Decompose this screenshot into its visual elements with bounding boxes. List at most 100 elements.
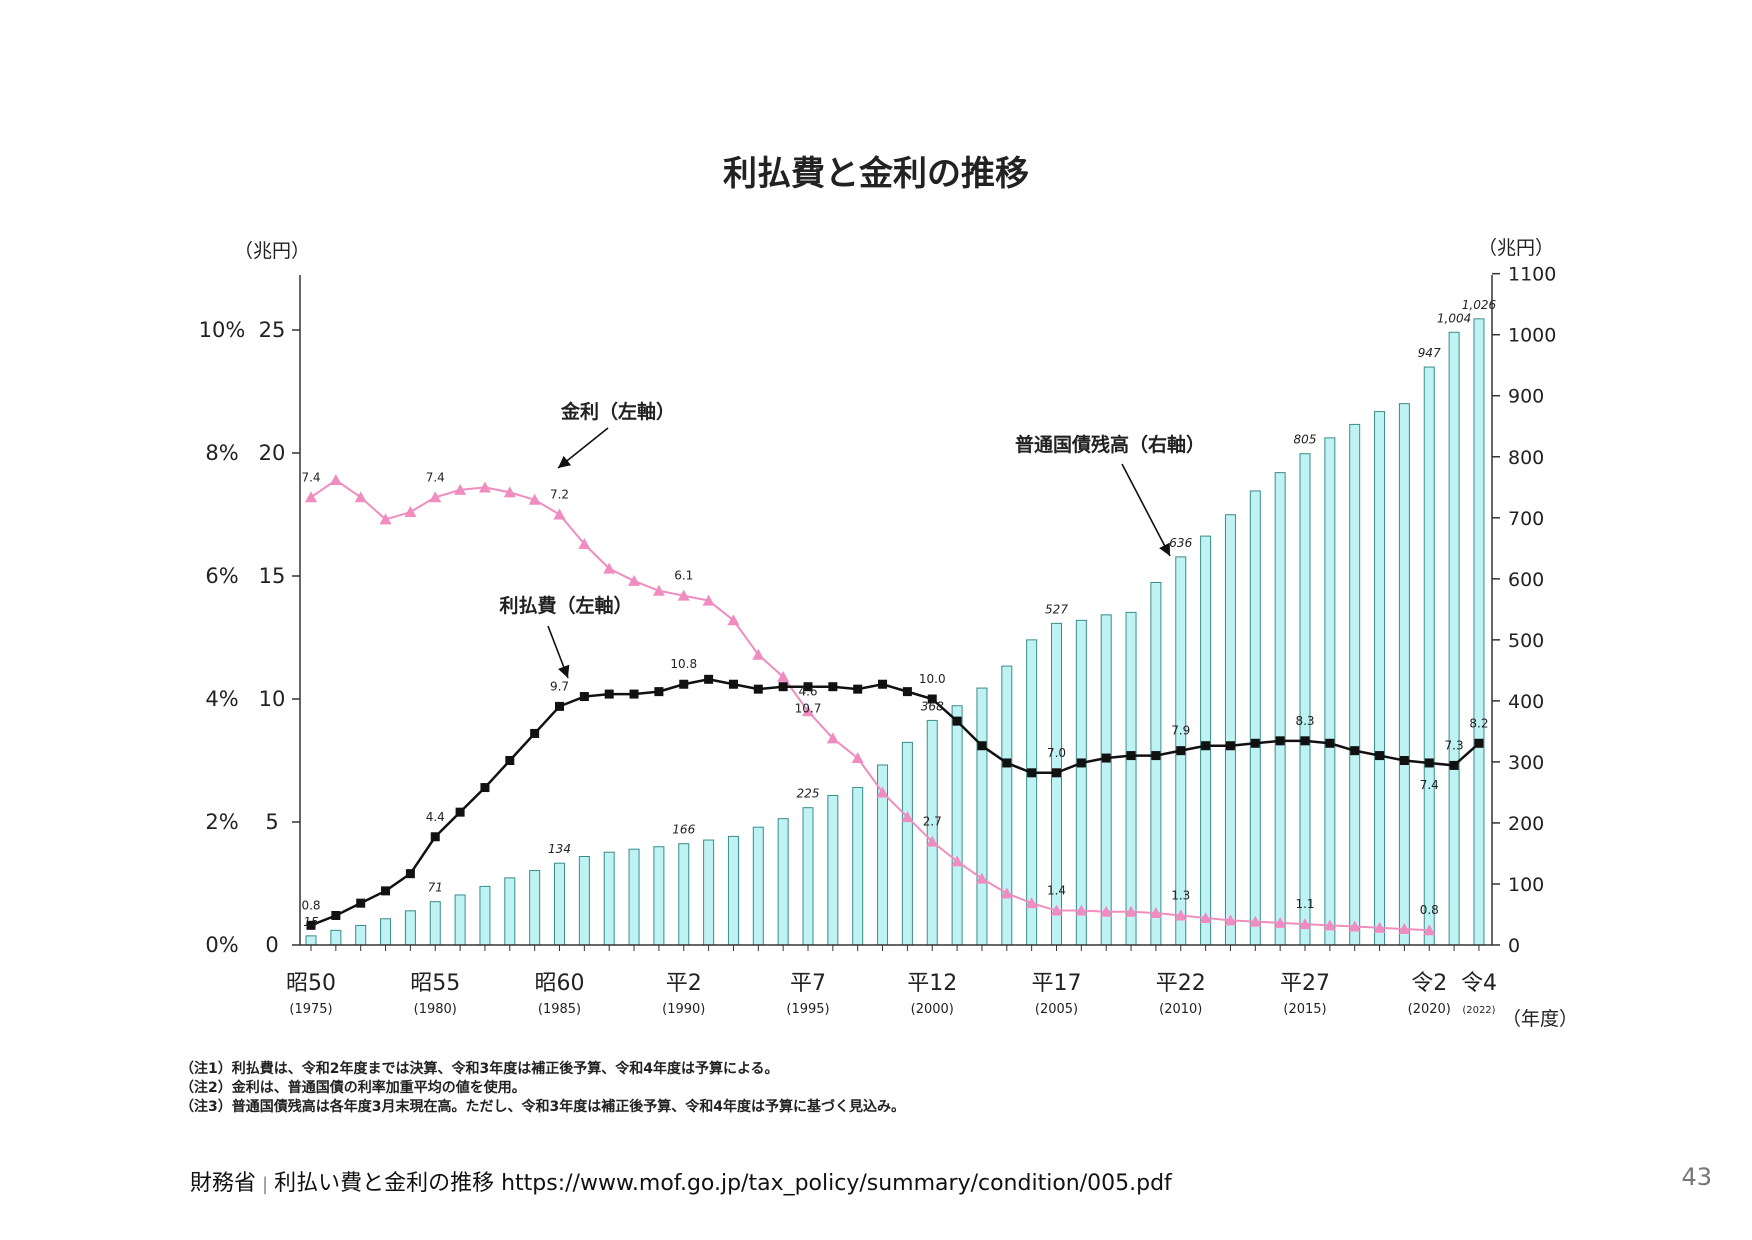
x-tick-label-year: (1995) <box>786 1002 829 1017</box>
cost-marker <box>1474 738 1484 748</box>
cost-marker <box>405 869 415 879</box>
debt-bar <box>1249 490 1261 946</box>
rate-data-label: 6.1 <box>674 569 693 583</box>
left-tick-pct-label: 0% <box>205 933 238 957</box>
cost-data-label: 10.0 <box>919 672 946 686</box>
debt-bar <box>1423 366 1435 946</box>
rate-marker <box>1199 911 1212 923</box>
left-tick-value-label: 20 <box>259 441 286 465</box>
rate-marker <box>305 491 317 503</box>
rate-marker <box>1050 904 1063 916</box>
x-tick-label-year: (2022) <box>1462 1005 1495 1016</box>
debt-bar <box>1001 665 1013 946</box>
x-tick-label-era: 平27 <box>1280 971 1330 996</box>
left-tick-pct-label: 2% <box>205 810 238 834</box>
cost-marker <box>704 674 714 684</box>
rate-marker <box>702 594 715 606</box>
cost-marker <box>1176 746 1186 756</box>
debt-bar <box>802 807 814 946</box>
debt-bar <box>305 935 317 946</box>
debt-bar <box>1349 423 1361 946</box>
x-tick-label-era: 令4 <box>1461 971 1497 996</box>
cost-marker <box>679 679 689 689</box>
rate-marker <box>1149 907 1162 919</box>
debt-bar <box>1473 318 1485 946</box>
annotation-rate: 金利（左軸） <box>560 400 675 423</box>
rate-marker <box>528 493 541 505</box>
debt-bar <box>1274 472 1286 946</box>
debt-bar <box>901 741 913 946</box>
x-tick-label-era: 令2 <box>1411 971 1447 996</box>
rate-marker <box>628 574 641 586</box>
rate-marker <box>478 481 491 493</box>
rate-marker <box>777 670 790 682</box>
debt-bar <box>852 787 864 946</box>
footer-separator: | <box>262 1174 269 1195</box>
rate-marker <box>802 705 814 717</box>
x-tick-label-era: 平17 <box>1032 971 1082 996</box>
rate-marker <box>354 491 367 503</box>
cost-data-label: 8.3 <box>1295 714 1314 728</box>
rate-marker <box>1348 920 1361 932</box>
footer-title: 利払い費と金利の推移 <box>274 1171 495 1196</box>
rate-marker <box>1249 915 1262 927</box>
cost-marker <box>555 701 564 711</box>
x-tick-label-year: (1975) <box>289 1002 332 1017</box>
cost-marker <box>604 689 614 699</box>
rate-marker <box>926 835 939 847</box>
note-2: （注2）金利は、普通国債の利率加重平均の値を使用。 <box>180 1080 526 1096</box>
rate-marker <box>1274 916 1287 928</box>
page-number: 43 <box>1681 1163 1712 1191</box>
rate-marker <box>727 614 740 626</box>
bar-data-label: 636 <box>1169 536 1192 550</box>
debt-bar <box>355 924 367 946</box>
right-tick-label: 200 <box>1508 813 1544 835</box>
bar-data-label: 225 <box>797 787 820 801</box>
x-tick-label-year: (2005) <box>1035 1002 1078 1017</box>
debt-bar <box>1125 611 1137 946</box>
cost-marker <box>902 687 912 697</box>
x-tick-label-year: (1985) <box>538 1002 581 1017</box>
rate-marker <box>1000 887 1013 899</box>
right-tick-label: 900 <box>1508 386 1544 408</box>
x-tick-label-year: (2015) <box>1283 1002 1326 1017</box>
cost-marker <box>753 684 763 694</box>
footer-url[interactable]: https://www.mof.go.jp/tax_policy/summary… <box>501 1171 1172 1196</box>
debt-bar <box>1224 514 1236 946</box>
cost-marker <box>331 910 341 920</box>
cost-marker <box>1101 753 1111 763</box>
x-tick-label-year: (2020) <box>1408 1002 1451 1017</box>
debt-bar <box>1100 614 1112 946</box>
debt-bar <box>703 839 715 946</box>
x-tick-label-era: 平12 <box>907 971 957 996</box>
cost-data-label: 10.7 <box>795 702 822 716</box>
rate-line <box>310 478 1430 932</box>
cost-marker <box>1449 760 1459 770</box>
debt-bar <box>1075 619 1087 946</box>
x-axis-unit: （年度） <box>1502 1008 1578 1030</box>
cost-marker <box>1052 768 1061 778</box>
cost-marker <box>480 783 490 793</box>
rate-marker <box>329 474 342 486</box>
annotation-cost: 利払費（左軸） <box>499 594 632 617</box>
cost-marker <box>1275 736 1285 746</box>
left-tick-pct-label: 6% <box>205 564 238 588</box>
cost-marker <box>430 832 440 842</box>
rate-marker <box>826 732 839 744</box>
cost-marker <box>381 886 391 896</box>
cost-marker <box>654 687 664 697</box>
debt-bar <box>578 856 590 946</box>
bar-data-label: 527 <box>1045 602 1068 616</box>
cost-data-label: 0.8 <box>301 898 320 912</box>
rate-marker <box>652 584 665 596</box>
x-tick-label-year: (1980) <box>414 1002 457 1017</box>
bar-data-label: 1,026 <box>1462 298 1497 312</box>
cost-marker <box>1201 741 1211 751</box>
rate-data-label: 2.7 <box>923 815 942 829</box>
cost-data-label: 7.4 <box>1420 778 1439 792</box>
cost-marker <box>778 682 788 692</box>
annotation-rate-arrow-head <box>558 455 572 468</box>
cost-marker <box>927 694 937 704</box>
debt-bar <box>951 705 963 946</box>
rate-data-label: 1.3 <box>1171 888 1190 902</box>
